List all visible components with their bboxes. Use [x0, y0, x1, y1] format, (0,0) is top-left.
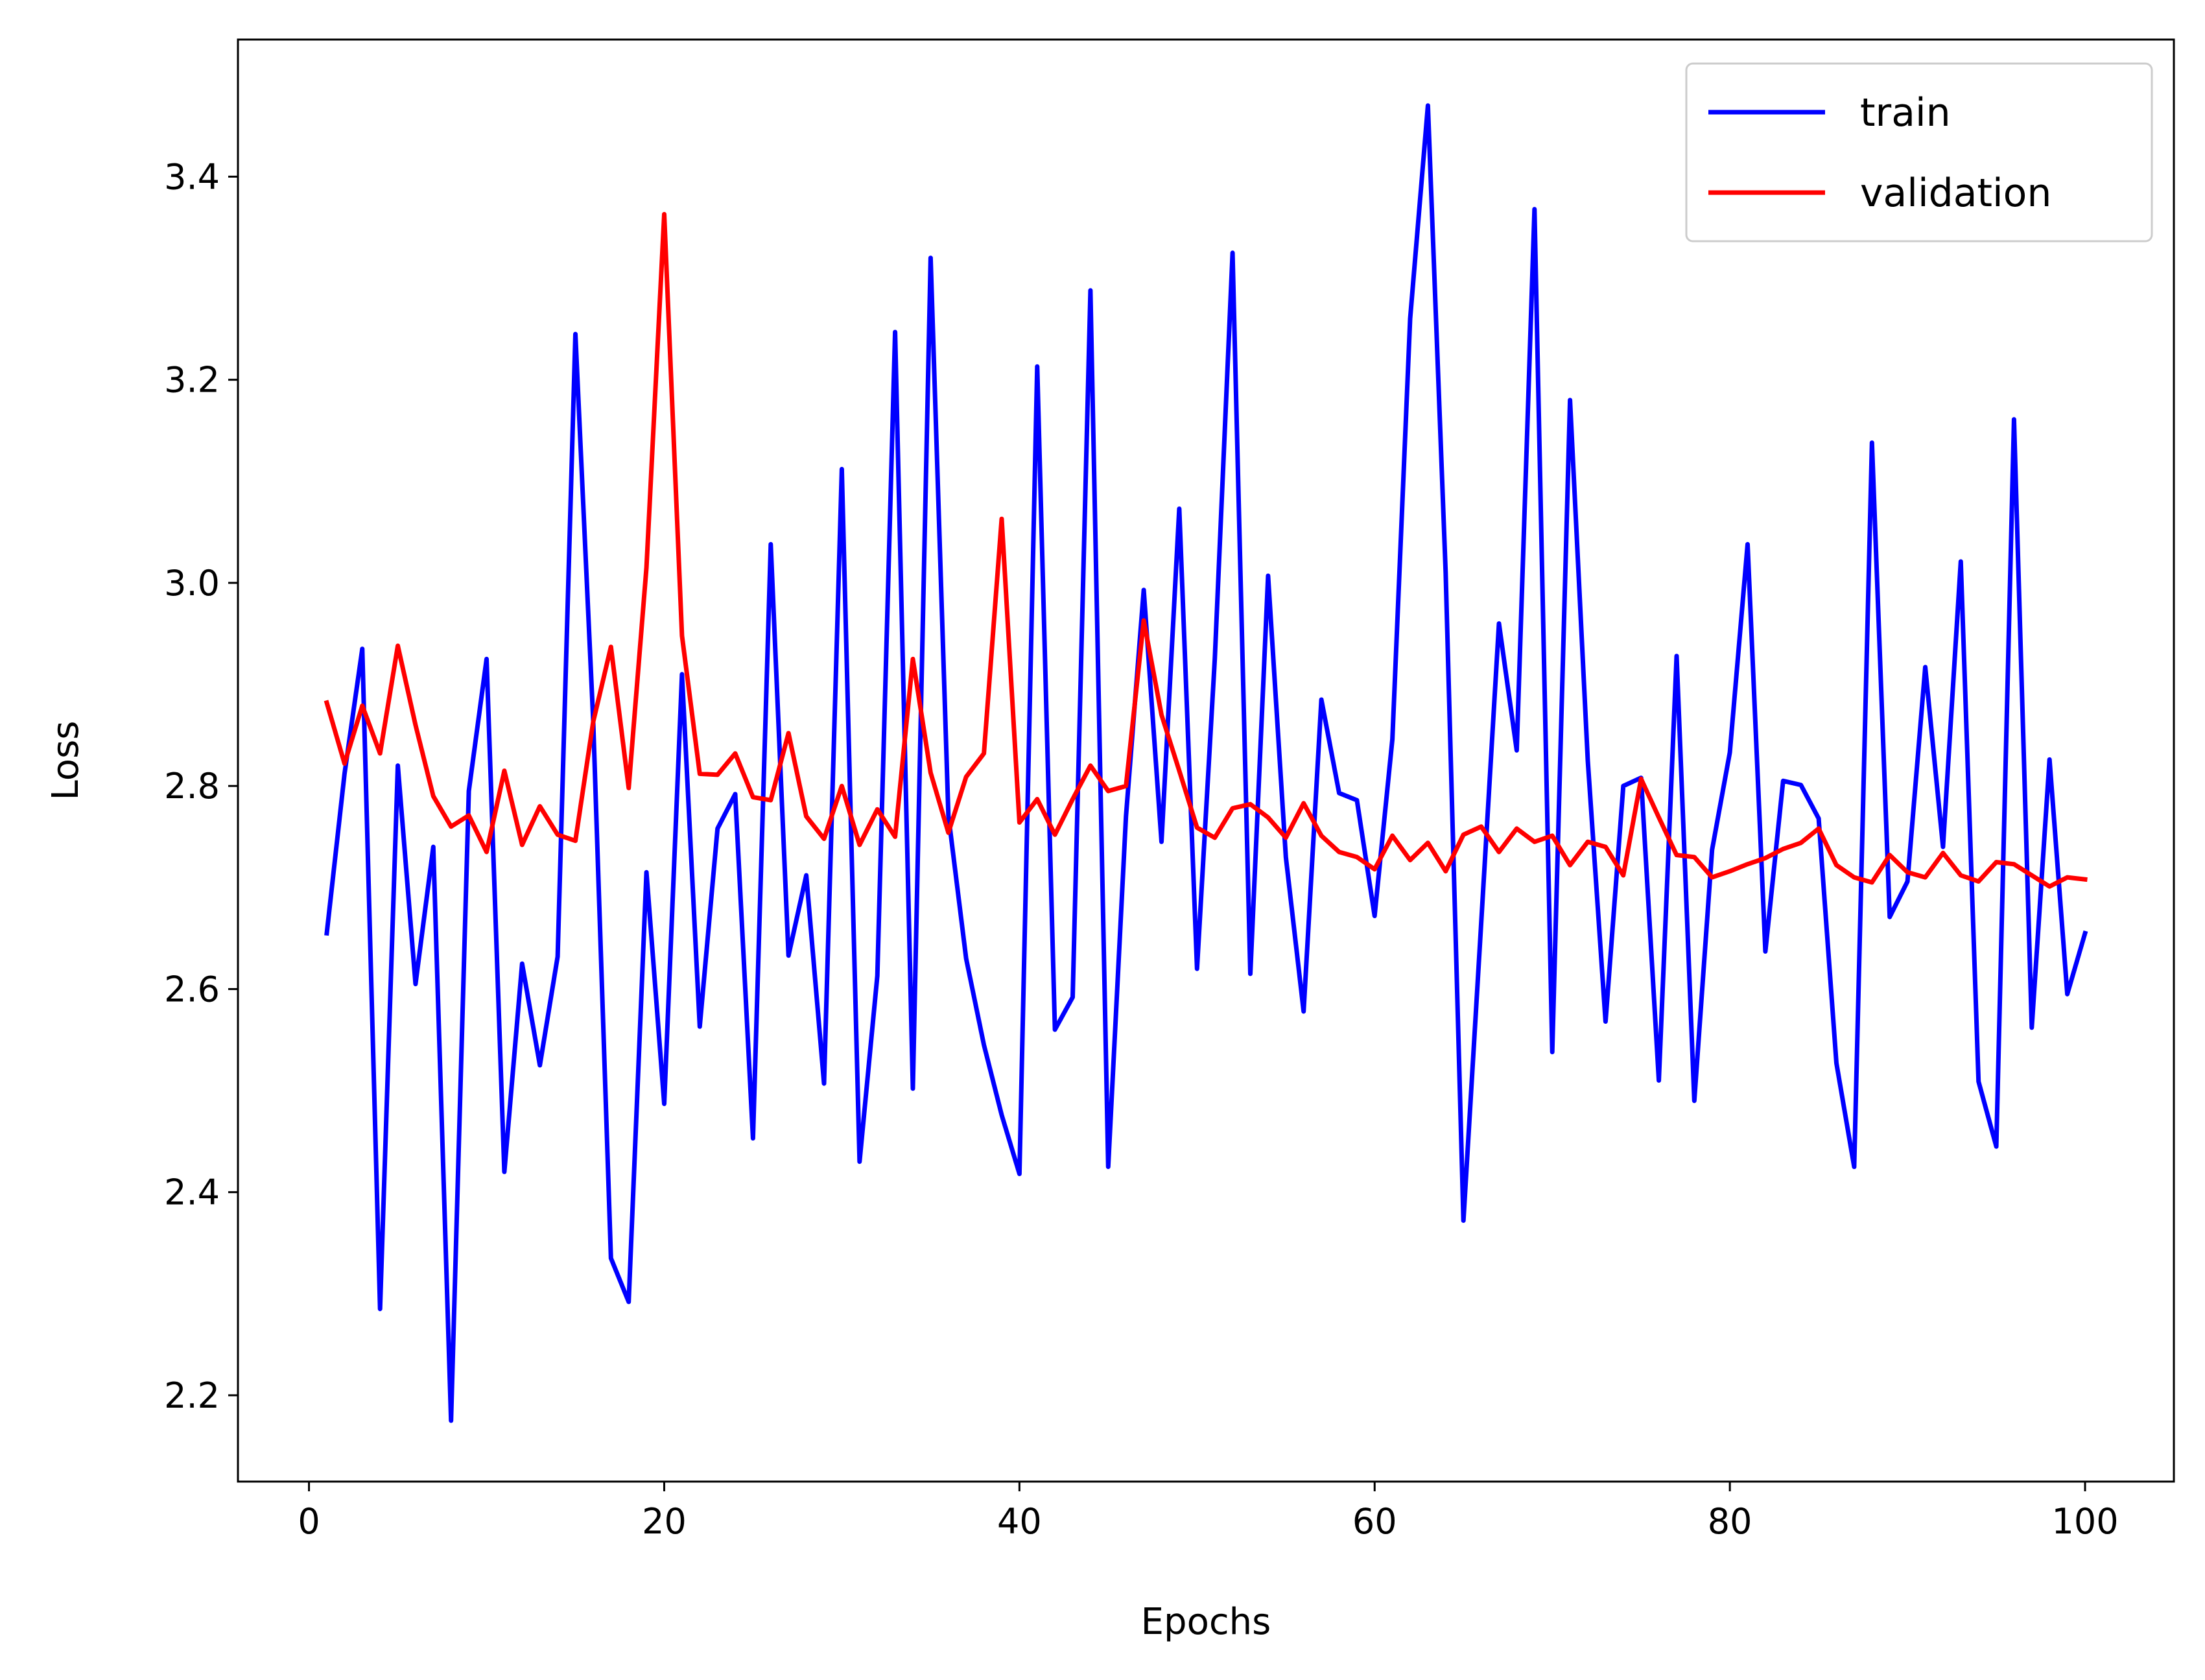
x-tick-label: 20 — [642, 1501, 687, 1542]
x-tick-label: 0 — [298, 1501, 320, 1542]
x-tick-label: 80 — [1708, 1501, 1752, 1542]
x-axis-label: Epochs — [1141, 1601, 1271, 1643]
legend-box — [1685, 62, 2153, 243]
y-tick-label: 2.2 — [164, 1375, 220, 1416]
legend: train validation — [1685, 62, 2153, 243]
y-tick-label: 3.0 — [164, 563, 220, 604]
series-line-validation — [324, 211, 2088, 889]
y-tick-label: 3.4 — [164, 156, 220, 197]
y-tick-label: 2.6 — [164, 969, 220, 1010]
y-tick-label: 2.8 — [164, 766, 220, 807]
series-line-train — [324, 103, 2088, 1423]
x-tick-label: 40 — [997, 1501, 1042, 1542]
y-tick-label: 2.4 — [164, 1172, 220, 1213]
x-tick-label: 100 — [2051, 1501, 2118, 1542]
y-tick-label: 3.2 — [164, 360, 220, 401]
legend-label-train: train — [1860, 90, 1951, 136]
series-layer — [324, 103, 2088, 1423]
x-tick-label: 60 — [1352, 1501, 1397, 1542]
legend-label-validation: validation — [1860, 171, 2051, 216]
plot-frame — [237, 38, 2175, 1483]
y-axis-label: Loss — [45, 721, 87, 801]
x-axis: 0 20 40 60 80 100 — [298, 1482, 2119, 1542]
y-axis: 2.2 2.4 2.6 2.8 3.0 3.2 3.4 — [164, 156, 238, 1416]
